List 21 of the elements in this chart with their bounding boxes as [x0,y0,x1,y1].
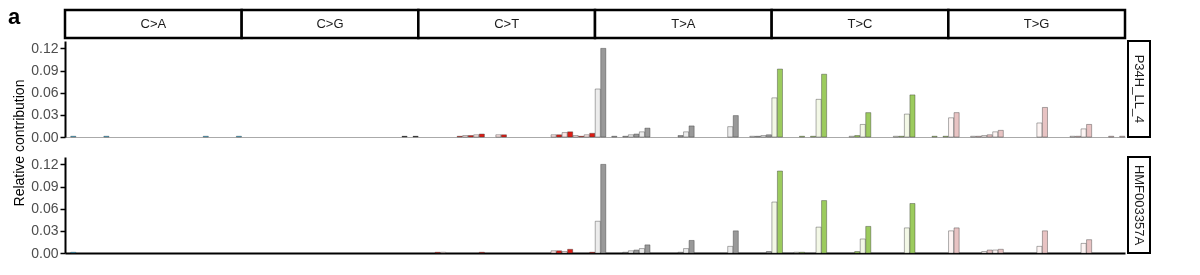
y-tick-label: 0.03 [31,222,59,239]
y-tick-label: 0.09 [31,178,59,195]
text: C>T [494,16,520,31]
y-tick-label: 0.12 [31,155,59,172]
text: a [8,4,21,29]
bar [550,134,557,138]
y-tick-label: 0.03 [31,106,59,123]
text: T>G [1023,16,1050,31]
y-tick-label: 0.12 [31,39,59,56]
y-tick-label: 0.00 [31,128,59,145]
y-tick-label: 0.06 [31,84,59,101]
text: C>G [316,16,344,31]
y-tick-label: 0.09 [31,62,59,79]
text: C>A [140,16,167,31]
text: T>C [847,16,873,31]
text: P34H_LL_4 [1132,54,1147,124]
y-tick-label: 0.06 [31,200,59,217]
y-axis-title: Relative contribution [11,79,27,207]
text: HMF003357A [1132,164,1147,246]
text: T>A [671,16,696,31]
y-tick-label: 0.00 [31,244,59,261]
